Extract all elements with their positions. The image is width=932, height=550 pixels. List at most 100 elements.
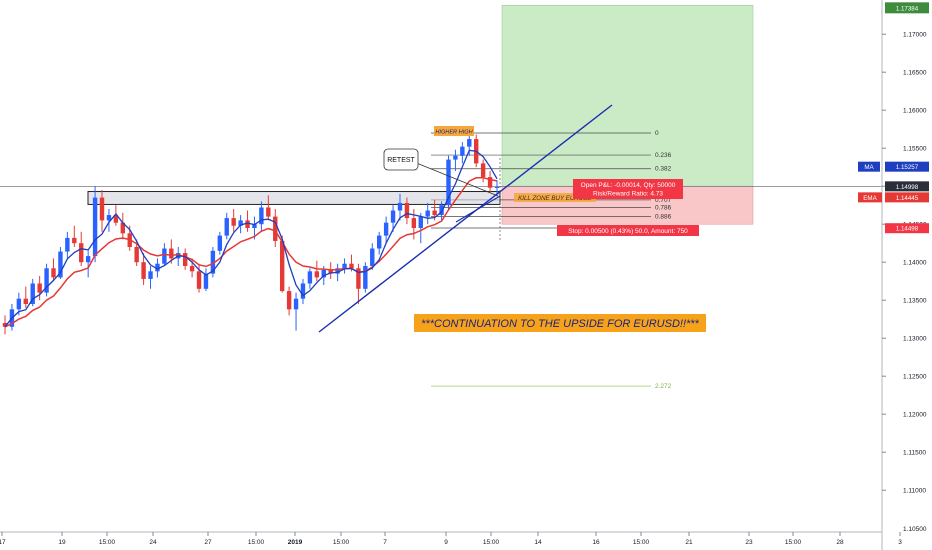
- candle-body: [349, 263, 354, 269]
- candle-body: [162, 248, 167, 264]
- trend-line-long: [318, 104, 613, 333]
- price-tick-label: 1.16000: [903, 108, 927, 115]
- candle-body: [286, 291, 292, 310]
- time-tick-label: 15:00: [483, 539, 500, 546]
- ma-value: 1.15257: [896, 164, 919, 171]
- price-tick-label: 1.11500: [903, 450, 926, 457]
- retest-callout: [383, 148, 419, 171]
- candle-body: [494, 186, 500, 188]
- candle-body: [148, 271, 153, 279]
- fib-level-label: 0.382: [655, 166, 672, 173]
- candle-body: [418, 216, 423, 228]
- fib-level-label: 0.786: [655, 204, 672, 211]
- position-rr: Risk/Reward Ratio: 4.73: [593, 191, 663, 198]
- ma-label-badge: [858, 161, 880, 172]
- time-tick-label: 15:00: [248, 539, 265, 546]
- price-tick-label: 1.12500: [903, 374, 927, 381]
- time-tick-label: 17: [0, 539, 6, 546]
- candle-body: [370, 248, 375, 266]
- candle-body: [189, 266, 195, 272]
- last-price-value: 1.14998: [896, 184, 919, 191]
- candle-body: [245, 220, 250, 228]
- kill-zone-text: KILL ZONE BUY EURUSD: [518, 195, 592, 202]
- time-tick-label: 24: [149, 539, 157, 546]
- candle-body: [37, 283, 42, 293]
- fib-level-label: 0: [655, 130, 659, 137]
- price-tick-label: 1.15500: [903, 146, 927, 153]
- candle-body: [425, 210, 430, 217]
- time-tick-label: 9: [444, 539, 448, 546]
- candle-body: [453, 155, 458, 160]
- candle-body: [342, 263, 347, 269]
- candle-body: [182, 253, 188, 266]
- candle-body: [106, 215, 112, 221]
- candle-body: [30, 283, 35, 304]
- candle-body: [383, 222, 389, 236]
- position-pnl: Open P&L: -0.00014, Qty: 50000: [581, 182, 676, 189]
- candle-body: [335, 268, 340, 274]
- candle-body: [120, 222, 126, 234]
- candle-body: [446, 159, 451, 206]
- candle-body: [155, 263, 160, 272]
- candle-body: [460, 146, 465, 156]
- time-axis[interactable]: 17 19 15:00 24 27 15:00 2019 15:00 7 9 15:00 14 16 15…: [0, 531, 902, 546]
- candle-body: [293, 298, 299, 310]
- ema-label-badge: [858, 192, 882, 203]
- time-tick-label: 15:00: [333, 539, 350, 546]
- candle-body: [300, 283, 306, 299]
- last-price-badge: [885, 181, 929, 192]
- time-tick-label: 19: [58, 539, 66, 546]
- headline-text: ***CONTINUATION TO THE UPSIDE FOR EURUSD…: [421, 318, 699, 330]
- fib-level-label: 0.707: [655, 197, 672, 204]
- ma-label: MA: [864, 164, 874, 171]
- retest-pointer: [413, 161, 499, 197]
- candle-body: [439, 205, 444, 216]
- candle-body: [307, 271, 313, 284]
- candle-body: [2, 323, 8, 327]
- stop-info-text: Stop: 0.00500 (0.43%) 50.0, Amount: 750: [568, 228, 688, 235]
- candle-body: [404, 202, 410, 219]
- candle-body: [487, 177, 493, 188]
- candle-body: [467, 139, 472, 147]
- headline-banner: [414, 314, 706, 332]
- stop-info-box: [557, 225, 699, 236]
- position-info-box: [573, 179, 683, 199]
- candle-body: [224, 218, 229, 236]
- time-tick-label: 28: [836, 539, 844, 546]
- candle-body: [16, 298, 22, 310]
- time-tick-label: 14: [534, 539, 542, 546]
- fib-level-label: 0.886: [655, 214, 672, 221]
- price-tick-label: 1.10500: [903, 526, 927, 533]
- ema-label: EMA: [863, 195, 877, 202]
- candle-body: [51, 268, 56, 278]
- candle-body: [363, 266, 368, 289]
- price-tick-label: 1.13000: [903, 336, 927, 343]
- time-tick-label: 15:00: [633, 539, 650, 546]
- candle-body: [273, 216, 278, 241]
- candle-body: [196, 271, 202, 289]
- fib-level-label: 2.272: [655, 383, 672, 390]
- candle-body: [259, 207, 264, 225]
- kill-zone-box: [87, 191, 501, 205]
- candle-body: [411, 218, 417, 228]
- profit-zone: [501, 5, 754, 187]
- candle-body: [397, 202, 403, 211]
- candle-body: [99, 197, 105, 221]
- candle-body: [252, 224, 257, 228]
- ema-value: 1.14445: [896, 195, 919, 202]
- candle-body: [113, 215, 119, 223]
- price-axis-bg: [882, 0, 932, 550]
- time-tick-label: 23: [745, 539, 753, 546]
- ma-line: [4, 149, 498, 328]
- candle-body: [328, 269, 333, 274]
- price-axis[interactable]: 1.170001.165001.160001.155001.150001.145…: [858, 0, 932, 550]
- price-tick-label: 1.14000: [903, 260, 927, 267]
- candle-body: [390, 210, 396, 223]
- higher-high-badge: [434, 126, 474, 136]
- price-tick-label: 1.13500: [903, 298, 927, 305]
- candle-body: [134, 247, 139, 263]
- time-tick-label: 2019: [288, 539, 303, 546]
- candle-body: [210, 250, 216, 274]
